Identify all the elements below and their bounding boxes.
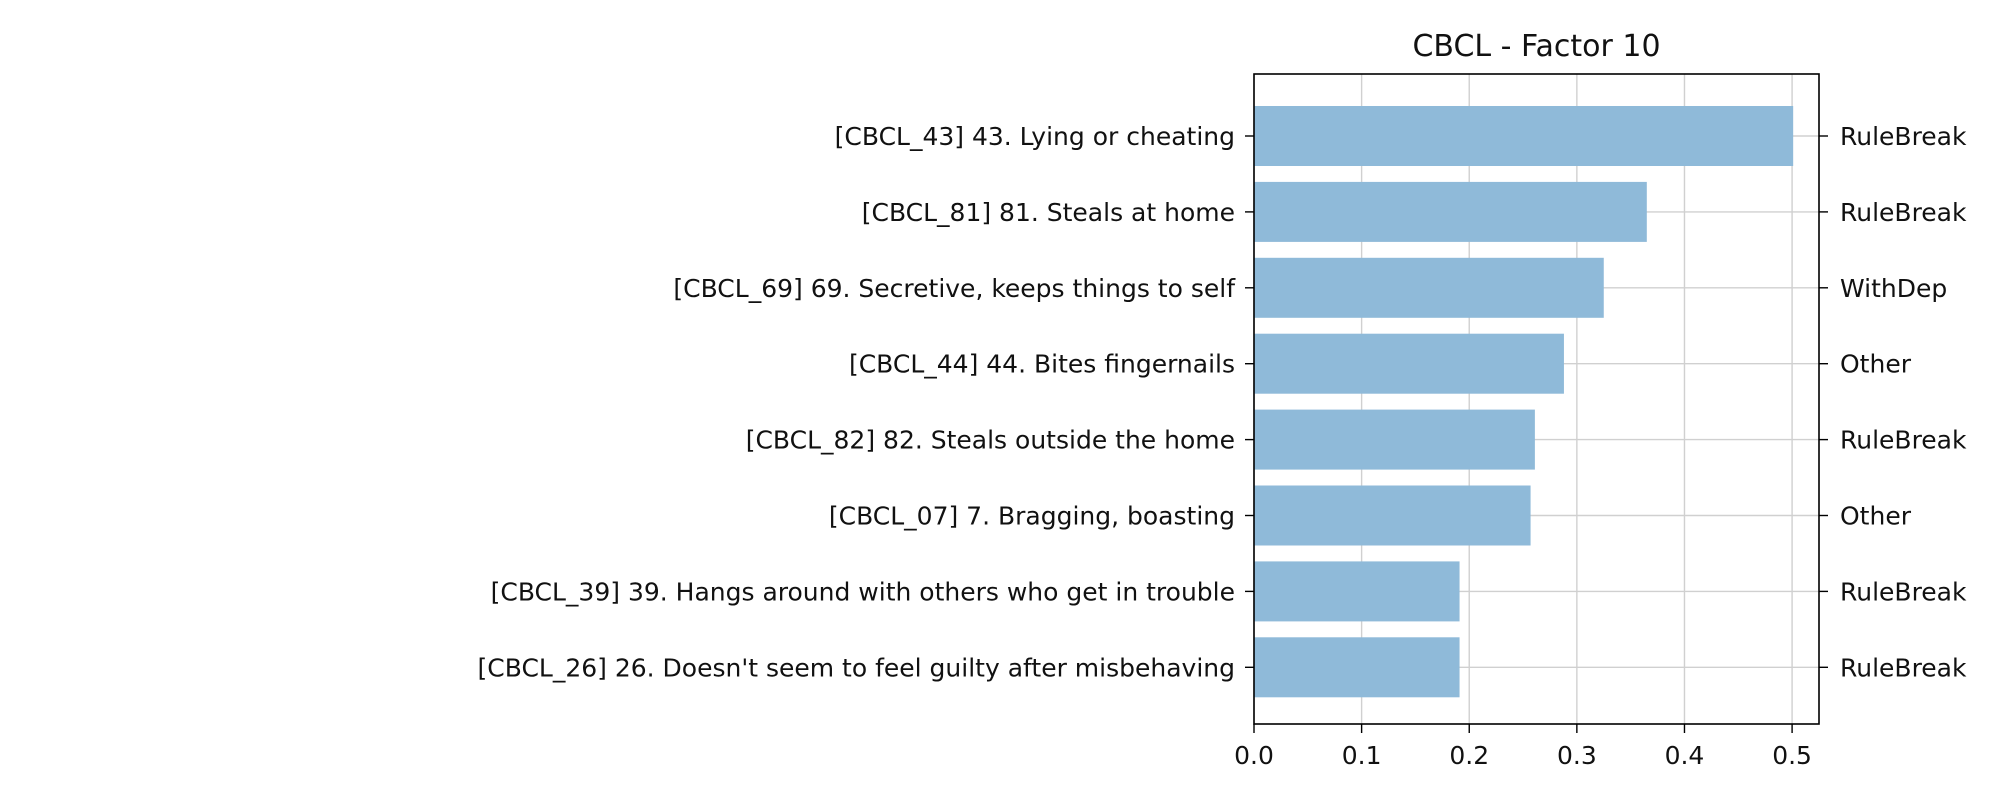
right-category-label: RuleBreak (1840, 653, 1967, 682)
y-tick-label: [CBCL_07] 7. Bragging, boasting (829, 502, 1235, 531)
bar: 0.365 (1254, 181, 1647, 242)
x-tick-label: 0.0 (1234, 741, 1274, 770)
bar: 0.288 (1254, 333, 1564, 394)
y-tick-label: [CBCL_44] 44. Bites fingernails (849, 350, 1235, 379)
right-category-label: RuleBreak (1840, 577, 1967, 606)
right-category-label: Other (1840, 502, 1912, 531)
bar: 0.257 (1254, 485, 1531, 546)
grid-layer (1253, 74, 1819, 724)
y-tick-label: [CBCL_81] 81. Steals at home (862, 198, 1235, 227)
x-tick-label: 0.5 (1772, 741, 1812, 770)
bar: 0.325 (1254, 257, 1604, 318)
x-tick-label: 0.3 (1557, 741, 1597, 770)
x-tick-label: 0.4 (1665, 741, 1705, 770)
bar: 0.501 (1254, 106, 1794, 166)
right-category-label: RuleBreak (1840, 426, 1967, 455)
right-category-label: Other (1840, 350, 1912, 379)
right-category-label: RuleBreak (1840, 122, 1967, 151)
bar-layer: 0.501 0.365 0.325 0.288 0.261 0.257 0.191 0.191 (1254, 106, 1794, 698)
bar: 0.191 (1254, 637, 1460, 698)
chart-title: CBCL - Factor 10 (1412, 29, 1660, 64)
y-tick-label: [CBCL_69] 69. Secretive, keeps things to… (673, 274, 1236, 303)
bar: 0.261 (1254, 409, 1535, 470)
y-tick-label: [CBCL_39] 39. Hangs around with others w… (491, 577, 1235, 606)
bar: 0.191 (1254, 561, 1460, 622)
x-tick-label: 0.2 (1449, 741, 1489, 770)
plot-frame (1253, 73, 1820, 725)
right-category-label: RuleBreak (1840, 198, 1967, 227)
tick-layer: 0.0 0.1 0.2 0.3 0.4 0.5 [CBCL_43] 43. Lying or… (478, 122, 1967, 770)
x-tick-label: 0.1 (1342, 741, 1382, 770)
y-tick-label: [CBCL_43] 43. Lying or cheating (835, 122, 1235, 151)
y-tick-label: [CBCL_26] 26. Doesn't seem to feel guilt… (478, 653, 1235, 682)
right-category-label: WithDep (1840, 274, 1947, 303)
y-tick-label: [CBCL_82] 82. Steals outside the home (746, 426, 1235, 455)
